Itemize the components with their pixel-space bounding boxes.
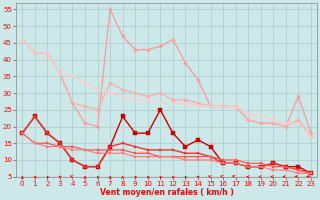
X-axis label: Vent moyen/en rafales ( km/h ): Vent moyen/en rafales ( km/h ) [100,188,234,197]
